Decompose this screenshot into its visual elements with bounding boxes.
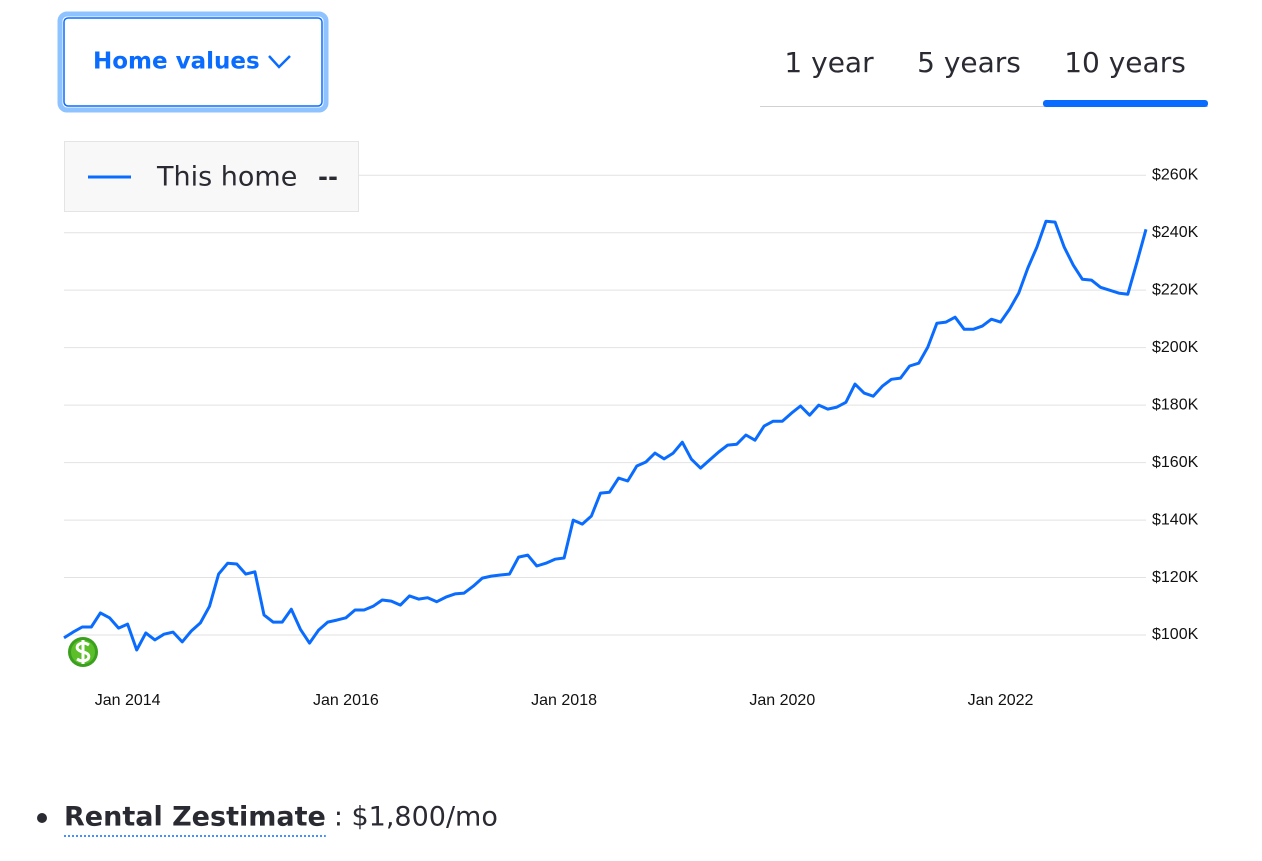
bullet [37,813,47,823]
chevron[interactable] [268,55,291,69]
y-tick-label: $240K [1152,224,1199,241]
tab[interactable]: 1 year [784,46,874,79]
x-tick-label: Jan 2014 [95,692,161,709]
y-tick-label: $160K [1152,454,1199,471]
y-tick-label: $100K [1152,626,1199,643]
y-tick-label: $120K [1152,569,1199,586]
y-tick-label: $200K [1152,339,1199,356]
y-tick-label: $220K [1152,281,1199,298]
tab[interactable]: 10 years [1064,46,1186,79]
dropdown[interactable] [63,17,323,107]
y-tick-label: $140K [1152,511,1199,528]
legend-value: -- [318,163,338,191]
x-tick-label: Jan 2016 [313,692,379,709]
focus-ring [57,11,329,113]
dropdown-label[interactable]: Home values [93,49,260,75]
x-tick-label: Jan 2020 [749,692,815,709]
legend-label: This home [156,162,297,193]
icon-dollar [75,640,91,664]
rental-value: : $1,800/mo [334,802,498,833]
sale-icon [68,637,98,667]
y-tick-label: $180K [1152,396,1199,413]
tab[interactable]: 5 years [917,46,1021,79]
x-tick-label: Jan 2022 [968,692,1034,709]
rental-label[interactable]: Rental Zestimate [64,802,326,833]
x-tick-label: Jan 2018 [531,692,597,709]
series-line [63,219,1148,652]
tab-indicator [1043,100,1208,107]
y-tick-label: $260K [1152,166,1199,183]
